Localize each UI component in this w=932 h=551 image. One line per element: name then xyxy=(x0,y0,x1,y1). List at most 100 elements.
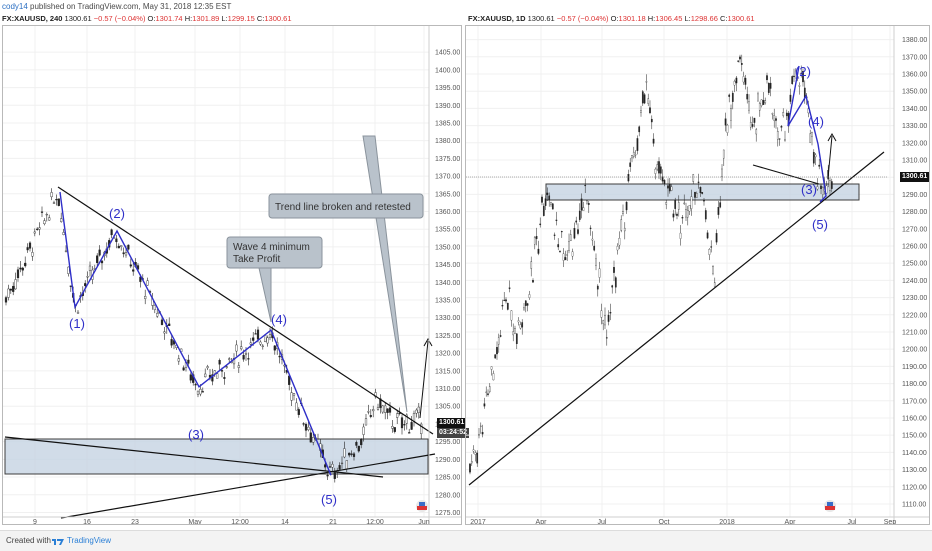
left-candle-body xyxy=(19,267,22,270)
left-time-axis[interactable]: 9 16 23 May 12:00 14 21 12:00 Jun xyxy=(3,516,461,524)
left-candle-body xyxy=(220,370,224,372)
right-time-axis[interactable]: 2017 Apr Jul Oct 2018 Apr Jul Sep xyxy=(466,516,929,524)
right-candle-body xyxy=(800,72,803,74)
left-candle-body xyxy=(100,260,104,264)
left-open: 1301.74 xyxy=(155,14,183,23)
tradingview-brand-link[interactable]: TradingView xyxy=(67,536,112,545)
right-chart-panel[interactable]: (2) (4) (3) (5) 1110.00 1120.00 1130.00 1140.0… xyxy=(465,25,930,525)
right-candle-body xyxy=(704,210,707,220)
left-wave-label: (5) xyxy=(321,492,337,507)
left-y-tick-label: 1295.00 xyxy=(435,439,460,446)
left-candle-body xyxy=(384,405,387,413)
left-candle-body xyxy=(163,331,166,334)
right-x-tick-label: Apr xyxy=(536,519,548,524)
right-candle-body xyxy=(533,237,536,245)
right-candle-body xyxy=(497,337,500,345)
right-candle-body xyxy=(584,184,587,187)
left-lower-line[interactable] xyxy=(4,436,384,478)
right-wave-label: (2) xyxy=(795,64,811,79)
right-minor-line[interactable] xyxy=(752,164,820,185)
left-y-tick-label: 1350.00 xyxy=(435,244,460,251)
left-candle-body xyxy=(12,285,15,292)
trendline-note-box[interactable] xyxy=(268,193,424,219)
right-wave-path[interactable] xyxy=(787,65,827,203)
left-chart-panel[interactable]: Trend line broken and retested Wave 4 mi… xyxy=(2,25,470,525)
left-x-tick-label: 23 xyxy=(131,519,139,524)
right-support-zone[interactable] xyxy=(545,183,860,201)
right-candle-body xyxy=(742,76,745,83)
left-price-axis[interactable]: 1275.001280.001285.001290.001295.001300.… xyxy=(428,26,460,524)
right-candle-body xyxy=(645,81,648,83)
right-y-tick-label: 1170.00 xyxy=(902,398,927,405)
right-candle-body xyxy=(782,112,785,116)
left-candle-body xyxy=(256,329,260,340)
right-candle-body xyxy=(767,82,770,93)
right-candle-body xyxy=(695,193,698,198)
right-candle-body xyxy=(749,122,752,128)
left-y-tick-label: 1315.00 xyxy=(435,368,460,375)
right-candle-body xyxy=(699,187,702,194)
left-projection-line[interactable] xyxy=(419,340,429,419)
left-y-tick-label: 1405.00 xyxy=(435,50,460,57)
right-candle-body xyxy=(492,373,495,381)
right-x-tick-label: Jul xyxy=(598,519,607,524)
left-candle-body xyxy=(211,374,214,382)
right-candle-body xyxy=(703,200,705,202)
right-candle-body xyxy=(541,196,543,203)
left-candle-body xyxy=(350,453,353,455)
left-candle-body xyxy=(110,229,113,236)
right-candle-body xyxy=(681,217,684,219)
right-candle-body xyxy=(616,246,619,251)
left-candle-body xyxy=(160,319,164,325)
footer-bar: Created with TradingView xyxy=(0,530,932,551)
right-candle-body xyxy=(537,248,540,254)
left-wave-path[interactable] xyxy=(59,191,332,476)
left-downtrend-line[interactable] xyxy=(57,186,434,435)
left-candle-body xyxy=(343,448,346,458)
left-high: 1301.89 xyxy=(192,14,220,23)
right-y-tick-label: 1220.00 xyxy=(902,312,927,319)
wave4-note-box[interactable] xyxy=(226,236,323,269)
trendline-note-text: Trend line broken and retested xyxy=(275,202,411,213)
left-candle-body xyxy=(400,417,404,429)
left-rising-line[interactable] xyxy=(60,453,436,519)
left-candle-body xyxy=(355,441,358,446)
right-candle-body xyxy=(481,431,484,435)
left-candle-body xyxy=(4,297,8,303)
right-rising-trendline[interactable] xyxy=(468,151,885,486)
left-last-price-tag: 1300.61 xyxy=(437,418,467,428)
right-candle-body xyxy=(730,108,732,121)
right-candle-body xyxy=(724,118,727,126)
right-candle-body xyxy=(539,223,542,226)
left-wave-labels: (1) (2) (3) (4) (5) xyxy=(69,206,337,507)
right-candle-body xyxy=(611,285,614,288)
left-candle-body xyxy=(247,358,250,360)
right-candle-body xyxy=(784,139,786,141)
left-candle-body xyxy=(98,249,101,256)
right-candle-body xyxy=(568,241,570,251)
author-link[interactable]: cody14 xyxy=(2,2,28,11)
right-candle-body xyxy=(566,254,569,256)
left-candle-body xyxy=(362,426,365,435)
right-candle-body xyxy=(501,305,504,307)
right-wave-labels: (2) (4) (3) (5) xyxy=(795,64,828,232)
left-candle-body xyxy=(249,342,252,345)
left-x-tick-label: May xyxy=(188,519,202,524)
left-candle-body xyxy=(408,432,411,434)
right-candle-body xyxy=(794,70,797,79)
right-candle-body xyxy=(737,60,740,62)
right-candle-body xyxy=(661,176,664,182)
left-y-tick-label: 1290.00 xyxy=(435,457,460,464)
right-candle-body xyxy=(748,101,750,111)
right-price-axis[interactable]: 1110.00 1120.00 1130.00 1140.00 1150.00 1160.… xyxy=(893,26,927,524)
right-projection-line[interactable] xyxy=(827,135,833,179)
right-candle-body xyxy=(816,186,819,190)
left-candle-body xyxy=(412,412,416,422)
left-candle-body xyxy=(9,288,12,291)
right-y-tick-label: 1320.00 xyxy=(902,140,927,147)
left-candle-body xyxy=(417,406,420,413)
left-candle-body xyxy=(328,466,332,468)
right-candle-body xyxy=(647,98,650,104)
right-y-tick-label: 1350.00 xyxy=(902,89,927,96)
left-change: −0.57 (−0.04%) xyxy=(93,14,146,23)
